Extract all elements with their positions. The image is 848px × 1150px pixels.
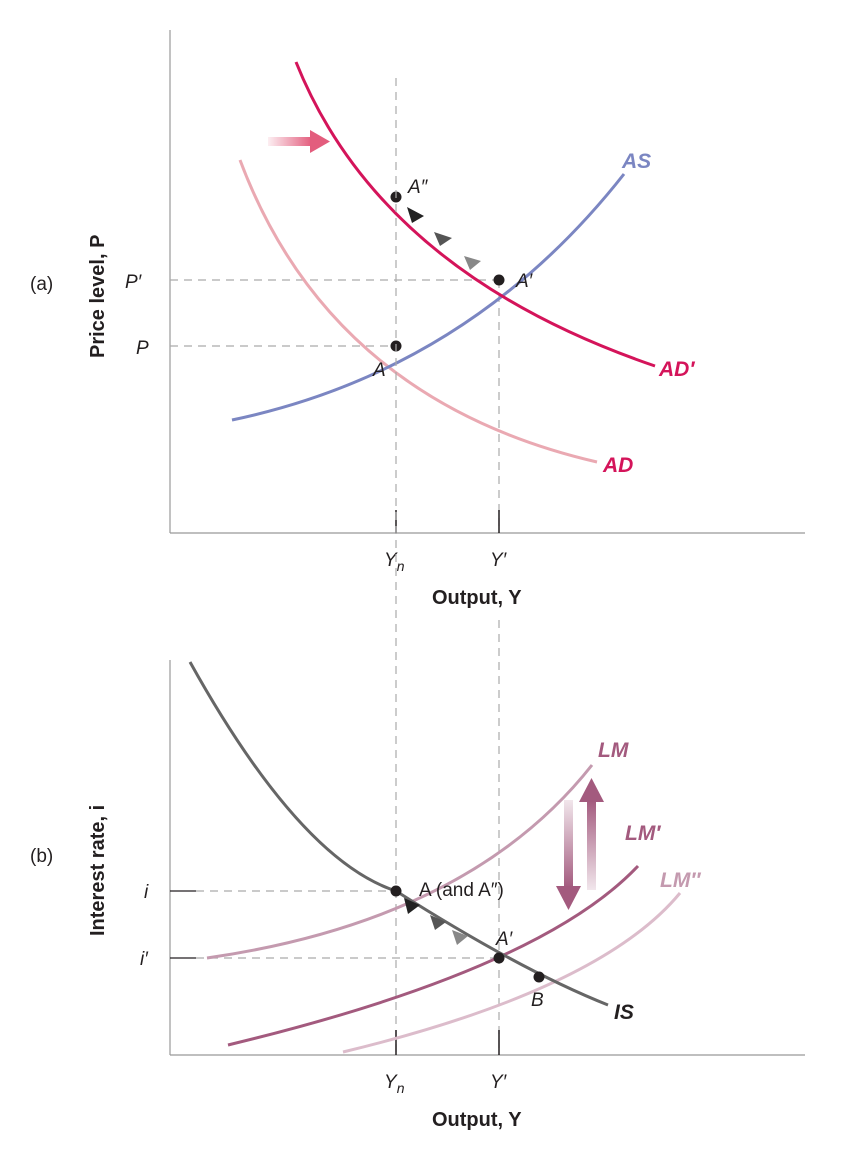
panel-a: (a) Price level, P P′ P Yn Y′ Output, Y bbox=[30, 30, 805, 609]
ad-curve bbox=[238, 159, 598, 464]
point-a-prime-b bbox=[493, 952, 505, 964]
label-point-b: B bbox=[531, 990, 544, 1011]
tick-i: i bbox=[144, 882, 149, 903]
label-lm-prime: LM′ bbox=[625, 822, 661, 845]
lm-prime-curve bbox=[227, 864, 640, 1047]
tick-yn-b: Yn bbox=[384, 1072, 405, 1096]
point-b bbox=[533, 971, 545, 983]
panel-b-tag: (b) bbox=[30, 846, 53, 867]
adjust-arrow-1 bbox=[407, 207, 424, 223]
label-lm: LM bbox=[598, 739, 629, 762]
point-a-b bbox=[390, 885, 402, 897]
tick-p: P bbox=[136, 338, 149, 359]
lm-up-arrow bbox=[579, 778, 604, 890]
label-ad-prime: AD′ bbox=[658, 358, 695, 381]
tick-p-prime: P′ bbox=[125, 272, 143, 293]
is-curve bbox=[188, 661, 609, 1007]
is-adjust-arrow-1 bbox=[404, 898, 420, 914]
adjust-arrow-3 bbox=[464, 256, 481, 270]
as-curve bbox=[231, 173, 626, 422]
shift-right-arrow bbox=[268, 130, 330, 153]
is-adjust-arrow-2 bbox=[430, 915, 446, 930]
ad-prime-curve bbox=[294, 61, 656, 368]
label-lm-double-prime: LM″ bbox=[660, 869, 701, 892]
label-ad: AD bbox=[602, 454, 633, 477]
tick-y-prime-a: Y′ bbox=[490, 550, 508, 571]
label-point-a-double-prime: A″ bbox=[407, 177, 429, 198]
label-point-a-prime-b: A′ bbox=[495, 929, 514, 950]
tick-y-prime-b: Y′ bbox=[490, 1072, 508, 1093]
label-is: IS bbox=[614, 1001, 634, 1024]
panel-a-tag: (a) bbox=[30, 274, 53, 295]
lm-curve bbox=[206, 764, 594, 960]
panel-a-y-axis-label: Price level, P bbox=[87, 235, 109, 358]
panel-b-x-axis-label: Output, Y bbox=[432, 1109, 522, 1131]
panel-a-x-axis-label: Output, Y bbox=[432, 587, 522, 609]
label-as: AS bbox=[621, 150, 651, 173]
point-a-prime bbox=[493, 274, 505, 286]
panel-b-y-axis-label: Interest rate, i bbox=[87, 805, 109, 936]
label-point-a-prime: A′ bbox=[515, 271, 534, 292]
is-adjust-arrow-3 bbox=[452, 930, 468, 945]
adjust-arrow-2 bbox=[434, 232, 452, 246]
lm-down-arrow bbox=[556, 800, 581, 910]
tick-i-prime: i′ bbox=[140, 949, 149, 970]
label-point-a: A bbox=[372, 360, 386, 381]
panel-b: (b) Interest rate, i i i′ Yn Y′ Output, … bbox=[30, 660, 805, 1131]
lm-double-prime-curve bbox=[342, 892, 682, 1054]
tick-yn-a: Yn bbox=[384, 550, 405, 574]
label-point-a-and: A (and A″) bbox=[419, 880, 504, 901]
